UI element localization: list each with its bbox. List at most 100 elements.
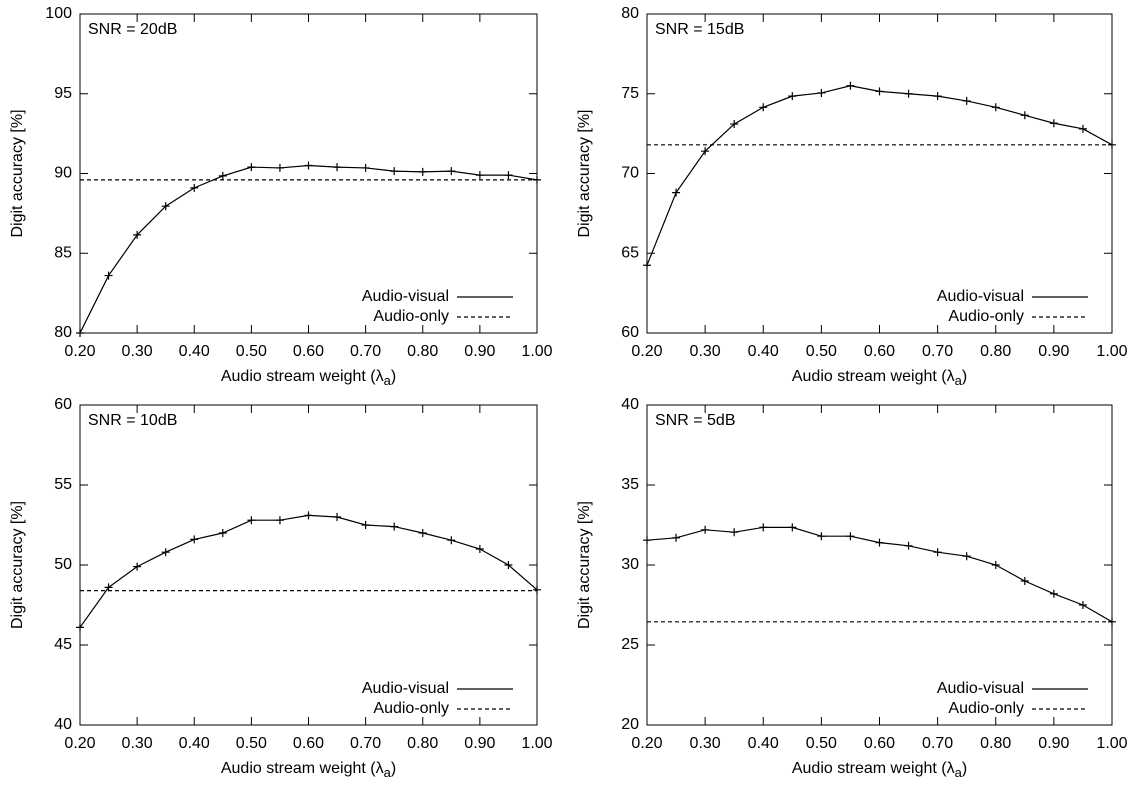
x-axis-label: Audio stream weight (λa) [792, 760, 967, 780]
x-tick-label: 0.40 [179, 735, 210, 752]
x-tick-label: 1.00 [1096, 343, 1127, 360]
point-marker [475, 171, 484, 180]
plot-frame [79, 13, 538, 334]
y-axis-label: Digit accuracy [%] [576, 501, 593, 629]
annotation: SNR = 20dB [88, 21, 177, 38]
x-tick-label: 0.40 [179, 343, 210, 360]
point-marker [133, 230, 142, 239]
legend-label: Audio-visual [362, 680, 449, 697]
point-marker [275, 163, 284, 172]
point-marker [133, 562, 142, 571]
point-marker [390, 522, 399, 531]
point-marker [933, 548, 942, 557]
point-marker [333, 163, 342, 172]
x-tick-label: 0.90 [1038, 343, 1069, 360]
point-marker [218, 529, 227, 537]
point-marker [643, 261, 651, 270]
y-tick-label: 75 [621, 85, 639, 102]
point-marker [104, 271, 113, 280]
x-tick-label: 0.50 [236, 735, 267, 752]
panel: 20 25 30 35 40 0.20 0.30 0.40 0.50 0.60 0.70 0.80 0.… [576, 396, 1127, 780]
x-tick-label: 0.20 [64, 735, 95, 752]
plot-frame [646, 404, 1113, 726]
y-tick-label: 40 [54, 716, 72, 733]
point-marker [788, 523, 797, 532]
x-tick-label: 0.30 [122, 735, 153, 752]
x-tick-label: 0.70 [350, 735, 381, 752]
panel: 60 65 70 75 80 0.20 0.30 0.40 0.50 0.60 0.70 0.80 0.… [576, 5, 1127, 388]
point-marker [1078, 601, 1087, 609]
point-marker [730, 528, 739, 537]
x-tick-label: 0.30 [690, 343, 721, 360]
point-marker [247, 516, 256, 525]
y-tick-label: 85 [54, 244, 72, 261]
point-marker [76, 623, 84, 632]
point-marker [701, 147, 710, 156]
point-marker [275, 516, 284, 525]
y-tick-label: 65 [621, 244, 639, 261]
point-marker [904, 89, 913, 98]
x-axis-label: Audio stream weight (λa) [792, 368, 967, 388]
legend-label: Audio-only [373, 308, 449, 325]
panel: 40 45 50 55 60 0.20 0.30 0.40 0.50 0.60 0.70 0.80 0.… [9, 396, 552, 780]
point-marker [962, 96, 971, 105]
x-tick-label: 1.00 [1096, 735, 1127, 752]
x-tick-label: 0.70 [350, 343, 381, 360]
point-marker [1020, 577, 1029, 585]
panel: 80 85 90 95 100 0.20 0.30 0.40 0.50 0.60 0.70 0.80 0… [9, 5, 552, 388]
series-line [80, 164, 537, 333]
point-marker [447, 536, 456, 545]
point-marker [672, 533, 681, 542]
x-tick-label: 0.70 [922, 343, 953, 360]
point-marker [730, 120, 739, 129]
y-tick-label: 50 [54, 556, 72, 573]
x-tick-label: 0.80 [407, 343, 438, 360]
x-tick-label: 0.50 [806, 735, 837, 752]
x-tick-label: 0.50 [236, 343, 267, 360]
y-axis-label: Digit accuracy [%] [9, 109, 26, 237]
legend-label: Audio-only [373, 700, 449, 717]
x-tick-label: 0.20 [64, 343, 95, 360]
point-marker [759, 103, 768, 112]
point-marker [759, 523, 768, 532]
y-tick-label: 35 [621, 476, 639, 493]
x-tick-label: 0.40 [748, 343, 779, 360]
point-marker [533, 585, 541, 594]
x-tick-label: 0.20 [631, 735, 662, 752]
point-marker [846, 81, 855, 90]
point-marker [991, 561, 1000, 569]
x-tick-label: 0.60 [293, 735, 324, 752]
x-tick-label: 0.80 [407, 735, 438, 752]
point-marker [190, 183, 199, 192]
point-marker [447, 167, 456, 176]
y-tick-label: 80 [54, 324, 72, 341]
y-tick-label: 100 [45, 5, 72, 22]
y-tick-label: 60 [621, 324, 639, 341]
point-marker [504, 561, 513, 569]
legend-label: Audio-visual [362, 288, 449, 305]
y-tick-label: 60 [54, 396, 72, 413]
point-marker [788, 92, 797, 101]
y-tick-label: 45 [54, 636, 72, 653]
point-marker [361, 163, 370, 172]
x-tick-label: 0.40 [748, 735, 779, 752]
legend-label: Audio-only [948, 700, 1024, 717]
point-marker [1049, 589, 1058, 598]
point-marker [218, 171, 227, 180]
point-marker [875, 87, 884, 96]
plot-frame [646, 13, 1113, 334]
annotation: SNR = 15dB [655, 21, 744, 38]
point-marker [390, 167, 399, 176]
point-marker [643, 536, 651, 545]
point-marker [1078, 124, 1087, 133]
x-tick-label: 0.50 [806, 343, 837, 360]
legend-label: Audio-visual [937, 680, 1024, 697]
x-tick-label: 0.80 [980, 343, 1011, 360]
legend-label: Audio-only [948, 308, 1024, 325]
point-marker [304, 511, 313, 520]
point-marker [161, 548, 170, 557]
x-axis-label: Audio stream weight (λa) [221, 760, 396, 780]
annotation: SNR = 10dB [88, 412, 177, 429]
plot-frame [79, 404, 538, 726]
